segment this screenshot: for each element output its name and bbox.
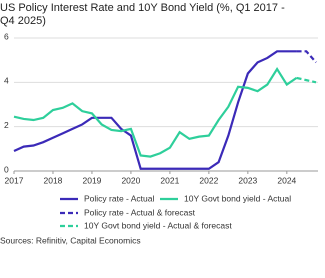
x-tick-label: 2022	[199, 175, 218, 185]
legend-label: 10Y Govt bond yield - Actual	[184, 193, 291, 203]
y-tick-label: 0	[4, 164, 9, 174]
x-tick-label: 2021	[160, 175, 179, 185]
chart-title: US Policy Interest Rate and 10Y Bond Yie…	[0, 2, 285, 27]
series-line	[296, 76, 317, 84]
x-tick-label: 2018	[44, 175, 63, 185]
series-line	[13, 50, 297, 170]
source: Sources: Refinitiv, Capital Economics	[0, 235, 141, 245]
x-tick-label: 2017	[5, 175, 24, 185]
x-tick-label: 2023	[238, 175, 257, 185]
y-tick-label: 2	[4, 120, 9, 130]
series-line	[296, 50, 317, 64]
legend-label: Policy rate - Actual & forecast	[84, 207, 196, 217]
x-tick-label: 2019	[82, 175, 101, 185]
legend-label: Policy rate - Actual	[84, 193, 155, 203]
y-tick-label: 6	[4, 31, 9, 41]
series-line	[13, 66, 298, 158]
x-tick-label: 2020	[121, 175, 140, 185]
x-tick-label: 2024	[277, 175, 296, 185]
y-tick-label: 4	[4, 76, 9, 86]
legend-label: 10Y Govt bond yield - Actual & forecast	[84, 220, 232, 230]
